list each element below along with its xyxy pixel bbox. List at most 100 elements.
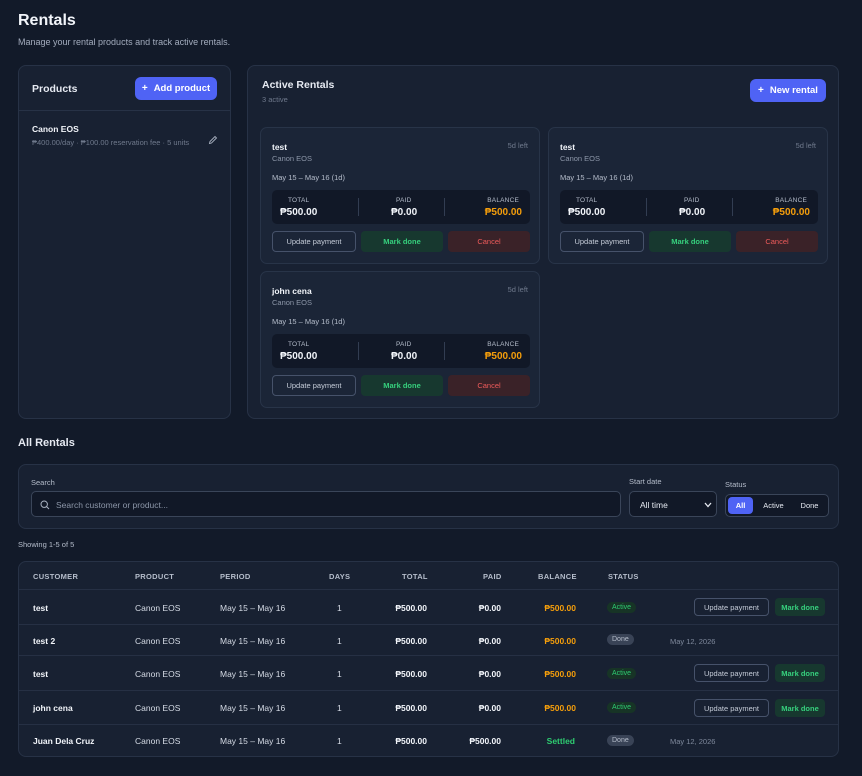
row-customer: test	[33, 669, 49, 679]
total-label: TOTAL	[288, 341, 310, 348]
row-balance: ₱500.00	[544, 669, 576, 679]
table-header: CUSTOMER PRODUCT PERIOD DAYS TOTAL PAID …	[19, 562, 838, 589]
col-status: STATUS	[608, 572, 639, 581]
row-balance: ₱500.00	[544, 636, 576, 646]
update-payment-button[interactable]: Update payment	[694, 598, 769, 616]
mark-done-button[interactable]: Mark done	[775, 598, 825, 616]
row-product: Canon EOS	[135, 703, 181, 713]
row-balance: ₱500.00	[544, 703, 576, 713]
card-customer: john cena	[272, 286, 312, 296]
status-badge: Active	[607, 668, 637, 679]
mark-done-button[interactable]: Mark done	[775, 664, 825, 682]
start-date-select[interactable]: All time	[629, 491, 717, 517]
col-customer: CUSTOMER	[33, 572, 79, 581]
row-total: ₱500.00	[395, 736, 427, 746]
row-customer: test 2	[33, 636, 56, 646]
cancel-button[interactable]: Cancel	[448, 231, 530, 252]
all-rentals-title: All Rentals	[18, 437, 75, 449]
card-customer: test	[272, 142, 288, 152]
cancel-button[interactable]: Cancel	[736, 231, 818, 252]
row-done-date: May 12, 2026	[670, 637, 716, 646]
card-summary: TOTAL ₱500.00 PAID ₱0.00 BALANCE ₱500.00	[272, 190, 530, 224]
product-item[interactable]: Canon EOS ₱400.00/day · ₱100.00 reservat…	[32, 124, 192, 148]
col-period: PERIOD	[220, 572, 251, 581]
row-customer: Juan Dela Cruz	[33, 736, 95, 746]
col-total: TOTAL	[402, 572, 428, 581]
card-period: May 15 – May 16 (1d)	[272, 317, 345, 326]
row-days: 1	[337, 669, 342, 679]
page-title: Rentals	[18, 12, 76, 29]
active-rentals-panel: Active Rentals 3 active + New rental tes…	[247, 65, 839, 419]
add-product-label: Add product	[153, 83, 211, 94]
row-period: May 15 – May 16	[220, 669, 286, 679]
row-period: May 15 – May 16	[220, 636, 286, 646]
row-days: 1	[337, 736, 342, 746]
status-done-button[interactable]: Done	[800, 501, 819, 510]
balance-value: ₱500.00	[484, 351, 522, 362]
row-days: 1	[337, 636, 342, 646]
start-date-value: All time	[640, 500, 668, 510]
status-toggle: All Active Done	[725, 494, 829, 517]
active-rentals-title: Active Rentals	[262, 79, 335, 91]
add-product-button[interactable]: + Add product	[135, 77, 217, 100]
new-rental-label: New rental	[769, 85, 818, 96]
product-name: Canon EOS	[32, 124, 79, 134]
status-active-button[interactable]: Active	[763, 501, 784, 510]
paid-label: PAID	[396, 197, 412, 204]
update-payment-button[interactable]: Update payment	[272, 375, 356, 396]
update-payment-button[interactable]: Update payment	[694, 664, 769, 682]
status-all-button[interactable]: All	[728, 497, 753, 514]
row-total: ₱500.00	[395, 669, 427, 679]
card-days-left: 5d left	[507, 285, 528, 294]
new-rental-button[interactable]: + New rental	[750, 79, 826, 102]
row-period: May 15 – May 16	[220, 603, 286, 613]
edit-icon[interactable]	[208, 135, 218, 145]
row-days: 1	[337, 703, 342, 713]
row-total: ₱500.00	[395, 636, 427, 646]
balance-value: ₱500.00	[772, 207, 810, 218]
row-paid: ₱0.00	[478, 603, 501, 613]
search-icon	[40, 500, 50, 510]
row-balance: ₱500.00	[544, 603, 576, 613]
balance-label: BALANCE	[487, 341, 519, 348]
filter-panel: Search Search customer or product... Sta…	[18, 464, 839, 529]
update-payment-button[interactable]: Update payment	[272, 231, 356, 252]
row-total: ₱500.00	[395, 603, 427, 613]
mark-done-button[interactable]: Mark done	[775, 699, 825, 717]
status-badge: Active	[607, 602, 637, 613]
search-input[interactable]: Search customer or product...	[31, 491, 621, 517]
total-value: ₱500.00	[280, 351, 318, 362]
card-customer: test	[560, 142, 576, 152]
balance-label: BALANCE	[487, 197, 519, 204]
mark-done-button[interactable]: Mark done	[649, 231, 731, 252]
search-placeholder: Search customer or product...	[56, 500, 168, 510]
row-days: 1	[337, 603, 342, 613]
table-row: test 2 Canon EOS May 15 – May 16 1 ₱500.…	[19, 624, 838, 655]
update-payment-button[interactable]: Update payment	[560, 231, 644, 252]
card-days-left: 5d left	[507, 141, 528, 150]
update-payment-button[interactable]: Update payment	[694, 699, 769, 717]
showing-count: Showing 1-5 of 5	[18, 540, 75, 549]
card-days-left: 5d left	[795, 141, 816, 150]
mark-done-button[interactable]: Mark done	[361, 231, 443, 252]
rental-card: test Canon EOS 5d left May 15 – May 16 (…	[260, 127, 540, 264]
row-paid: ₱0.00	[478, 703, 501, 713]
row-customer: test	[33, 603, 49, 613]
col-paid: PAID	[483, 572, 502, 581]
products-panel: Products + Add product Canon EOS ₱400.00…	[18, 65, 231, 419]
total-label: TOTAL	[576, 197, 598, 204]
row-total: ₱500.00	[395, 703, 427, 713]
col-days: DAYS	[329, 572, 351, 581]
cancel-button[interactable]: Cancel	[448, 375, 530, 396]
product-details: ₱400.00/day · ₱100.00 reservation fee · …	[32, 138, 190, 147]
paid-value: ₱0.00	[391, 207, 418, 218]
card-period: May 15 – May 16 (1d)	[272, 173, 345, 182]
row-customer: john cena	[33, 703, 73, 713]
col-balance: BALANCE	[538, 572, 577, 581]
total-label: TOTAL	[288, 197, 310, 204]
row-balance: Settled	[546, 736, 575, 746]
balance-label: BALANCE	[775, 197, 807, 204]
card-product: Canon EOS	[560, 154, 601, 163]
mark-done-button[interactable]: Mark done	[361, 375, 443, 396]
card-period: May 15 – May 16 (1d)	[560, 173, 633, 182]
